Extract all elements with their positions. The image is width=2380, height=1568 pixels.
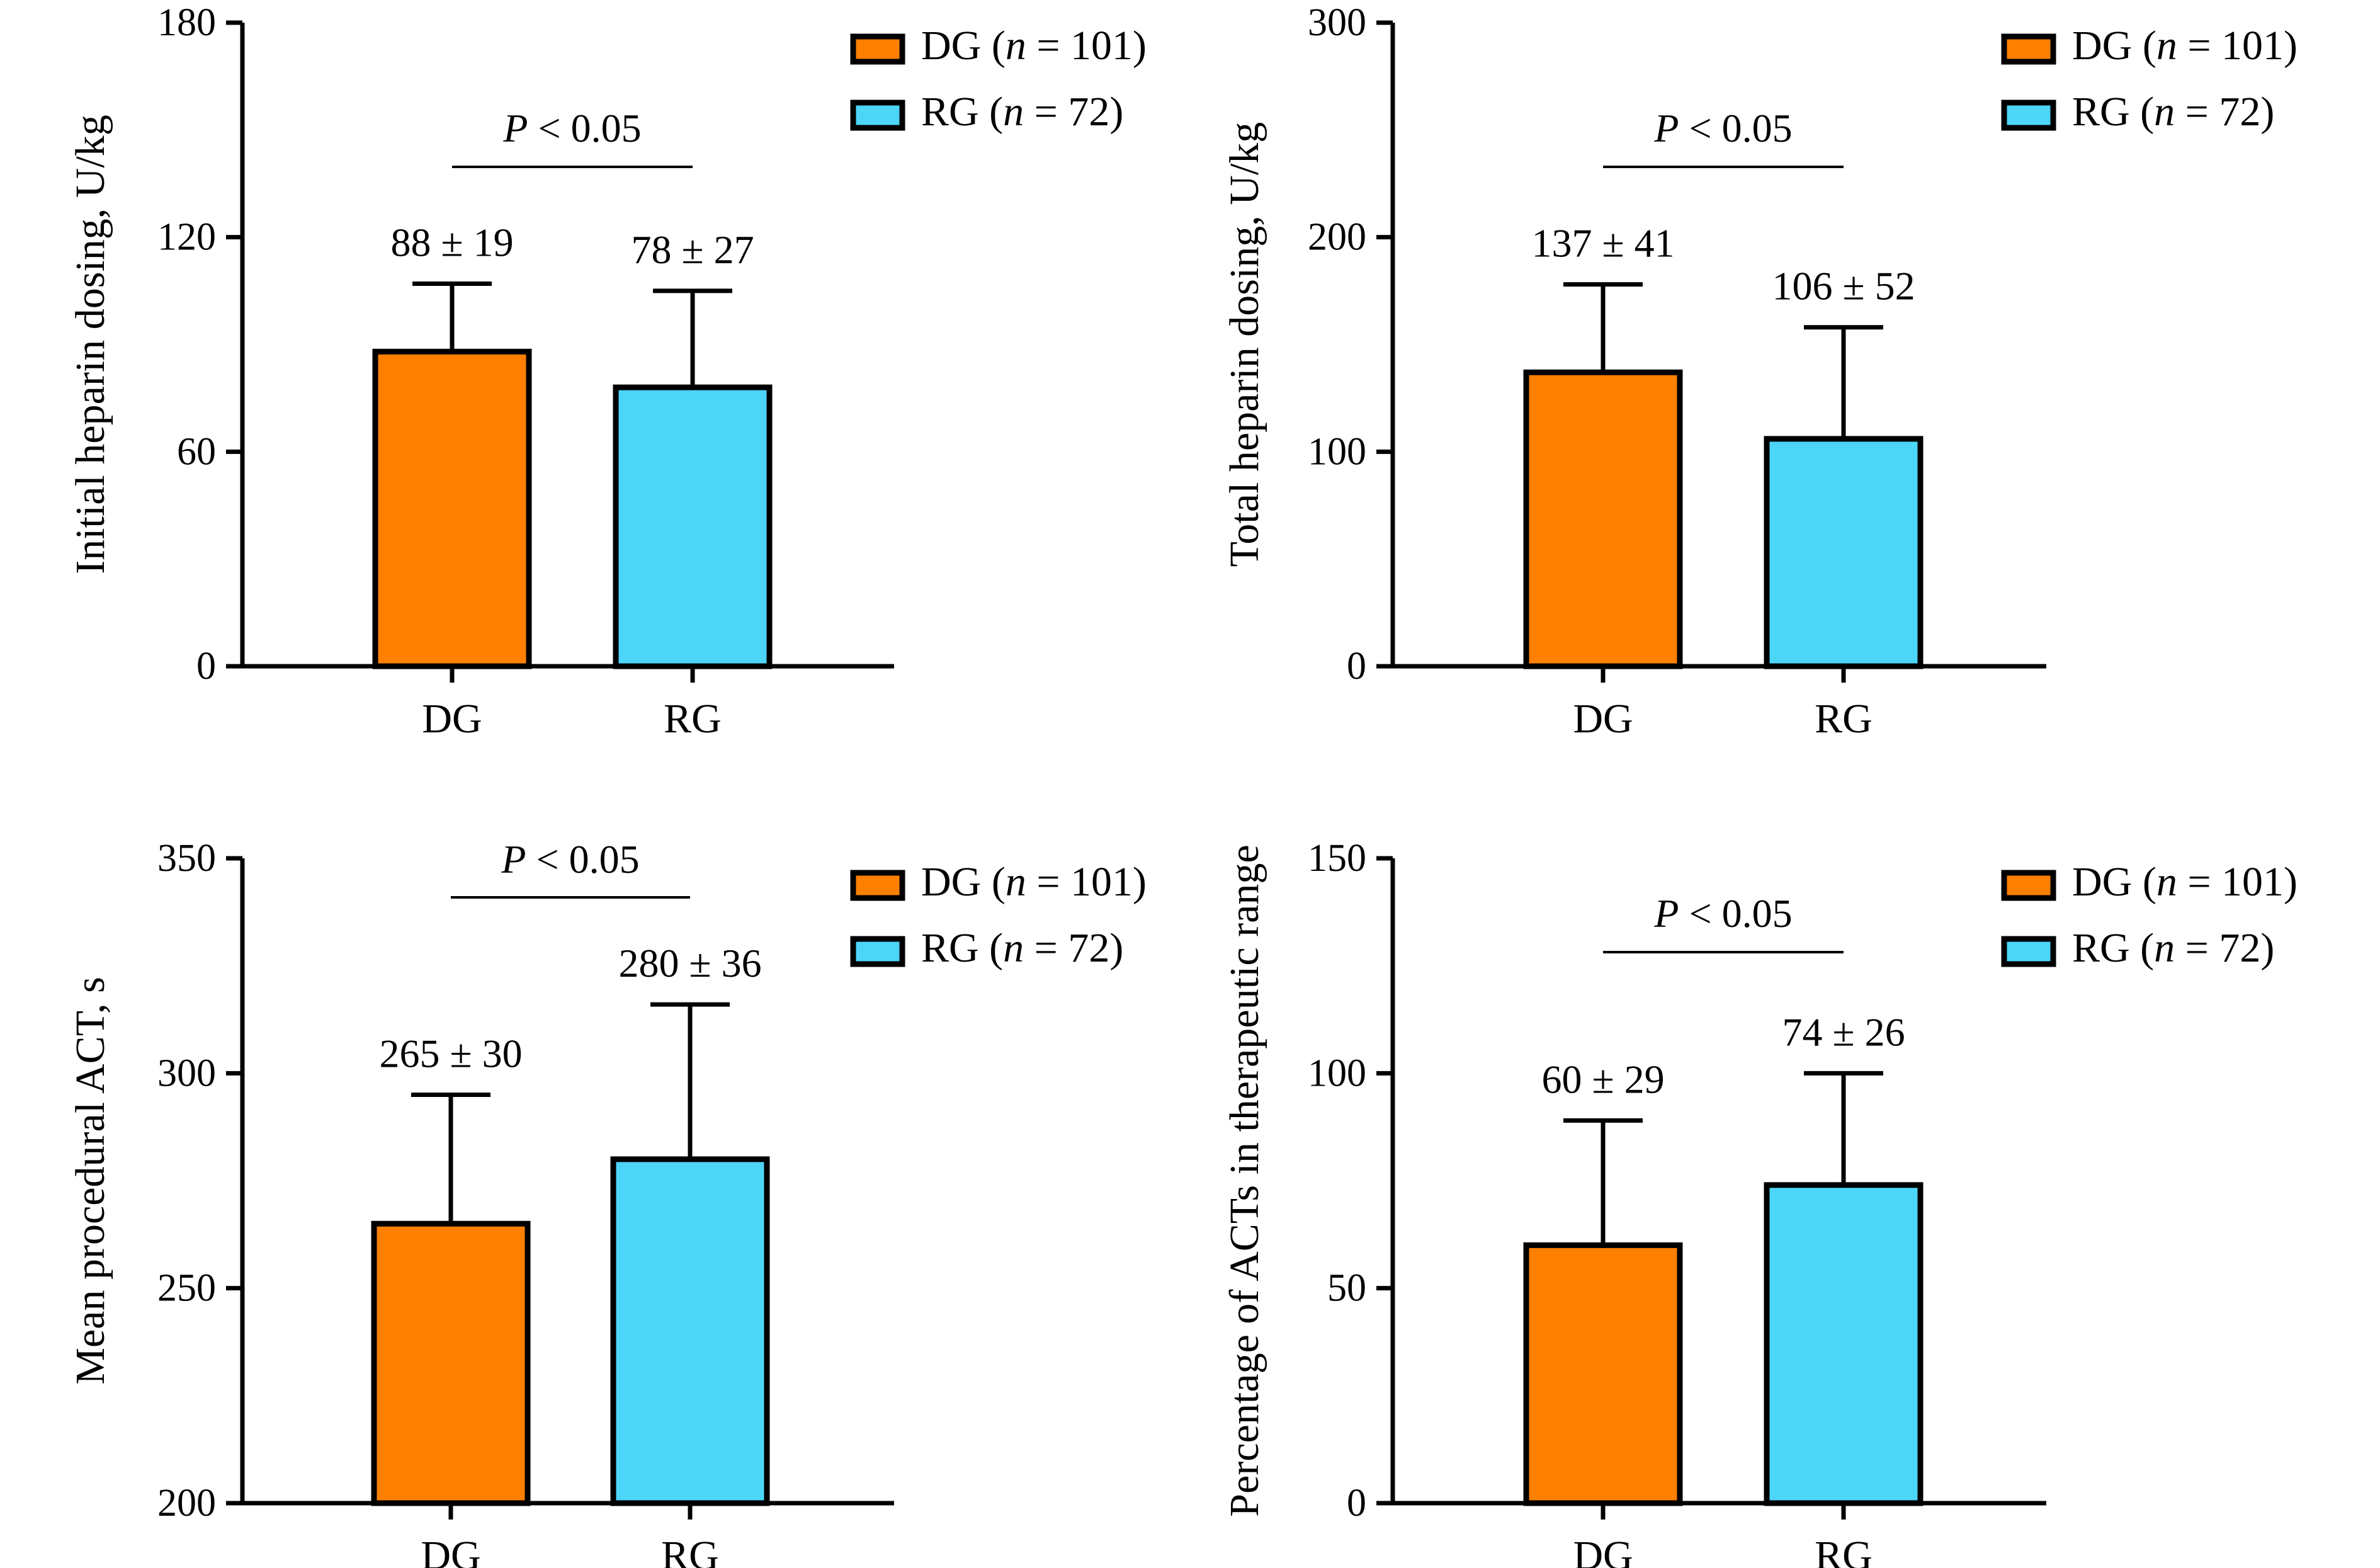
legend-label-rg: RG (n = 72) <box>2072 89 2274 135</box>
legend-label-dg: DG (n = 101) <box>921 859 1147 905</box>
legend-swatch-rg <box>850 99 905 131</box>
data-label-dg: 137 ± 41 <box>1531 221 1674 266</box>
y-tick-label: 100 <box>1308 1052 1366 1094</box>
legend-swatch-dg <box>2001 870 2056 901</box>
data-label-dg: 60 ± 29 <box>1541 1057 1664 1101</box>
y-tick-label: 100 <box>1308 430 1366 473</box>
y-axis-title: Total heparin dosing, U/kg <box>1221 122 1267 567</box>
bar-rg <box>613 384 773 669</box>
bar-rg <box>1764 1182 1924 1506</box>
chart-panel-2: 0 100 200 300 Total heparin dosing, U/kg 137 … <box>1221 1 2298 742</box>
x-tick-label-rg: RG <box>664 696 722 742</box>
data-label-rg: 280 ± 36 <box>618 941 761 986</box>
bar-dg <box>371 1220 531 1506</box>
y-axis-title: Initial heparin dosing, U/kg <box>67 115 113 574</box>
significance-label: P < 0.05 <box>502 106 641 151</box>
bar-dg <box>1523 1242 1683 1506</box>
y-tick-label: 350 <box>157 837 216 880</box>
significance-label: P < 0.05 <box>501 837 639 882</box>
chart-panel-3: 200 250 300 350 Mean procedural ACT, s 265 ± … <box>67 837 1147 1568</box>
y-tick-label: 200 <box>157 1482 216 1525</box>
legend-label-dg: DG (n = 101) <box>921 23 1147 69</box>
legend-label-rg: RG (n = 72) <box>2072 925 2274 971</box>
y-tick-label: 120 <box>157 216 216 259</box>
x-tick-label-dg: DG <box>1573 1533 1633 1568</box>
legend-label-rg: RG (n = 72) <box>921 89 1123 135</box>
y-axis-title: Mean procedural ACT, s <box>67 977 113 1385</box>
y-tick-label: 0 <box>1347 1482 1366 1525</box>
y-tick-label: 0 <box>196 645 216 688</box>
bar-rg <box>1764 436 1924 669</box>
bar-dg <box>372 348 532 669</box>
data-label-dg: 265 ± 30 <box>379 1031 522 1076</box>
x-tick-label-dg: DG <box>422 696 482 742</box>
data-label-rg: 74 ± 26 <box>1782 1009 1905 1054</box>
legend-label-dg: DG (n = 101) <box>2072 859 2298 905</box>
y-tick-label: 50 <box>1327 1267 1366 1310</box>
bar-rg <box>610 1156 770 1506</box>
chart-panel-1: 0 60 120 180 Initial heparin dosing, U/kg 88 … <box>67 1 1147 742</box>
legend-swatch-rg <box>2001 99 2056 131</box>
bar-dg <box>1523 369 1683 669</box>
legend-swatch-rg <box>850 936 905 967</box>
x-tick-label-rg: RG <box>1815 1533 1873 1568</box>
x-tick-label-dg: DG <box>421 1533 480 1568</box>
data-label-rg: 78 ± 27 <box>631 227 754 272</box>
y-tick-label: 200 <box>1308 216 1366 259</box>
axis-lines <box>1390 858 2046 1506</box>
axis-lines <box>240 858 894 1506</box>
y-tick-label: 60 <box>177 430 216 473</box>
legend-swatch-dg <box>850 33 905 65</box>
x-tick-label-rg: RG <box>661 1533 719 1568</box>
y-axis-title: Percentage of ACTs in therapeutic range <box>1221 844 1267 1516</box>
significance-label: P < 0.05 <box>1653 891 1792 936</box>
y-tick-label: 250 <box>157 1267 216 1310</box>
significance-label: P < 0.05 <box>1653 106 1792 151</box>
y-tick-label: 180 <box>157 1 216 44</box>
legend-swatch-dg <box>2001 33 2056 65</box>
y-tick-label: 0 <box>1347 645 1366 688</box>
data-label-dg: 88 ± 19 <box>390 220 513 264</box>
chart-panel-4: 0 50 100 150 Percentage of ACTs in therapeut… <box>1221 837 2298 1568</box>
y-tick-label: 150 <box>1308 837 1366 880</box>
y-tick-label: 300 <box>157 1052 216 1094</box>
legend-label-dg: DG (n = 101) <box>2072 23 2298 69</box>
data-label-rg: 106 ± 52 <box>1772 264 1915 309</box>
legend-swatch-rg <box>2001 936 2056 967</box>
x-tick-label-dg: DG <box>1573 696 1633 742</box>
x-tick-label-rg: RG <box>1815 696 1873 742</box>
legend-swatch-dg <box>850 870 905 901</box>
legend-label-rg: RG (n = 72) <box>921 925 1123 971</box>
y-tick-label: 300 <box>1308 1 1366 44</box>
